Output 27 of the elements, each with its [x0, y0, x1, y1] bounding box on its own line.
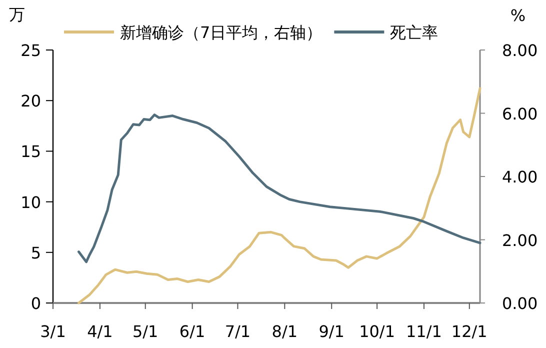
y-tick-label: 15 [20, 142, 41, 162]
x-tick-label: 5/1 [132, 322, 158, 341]
x-tick-label: 7/1 [224, 322, 251, 341]
x-tick-label: 6/1 [179, 322, 206, 341]
y2-tick-label: 0.00 [502, 294, 538, 313]
x-tick-label: 10/1 [359, 322, 396, 341]
x-tick-label: 11/1 [406, 322, 442, 341]
y-tick-label: 0 [30, 294, 41, 313]
y2-tick-label: 8.00 [502, 41, 538, 60]
x-tick-label: 9/1 [318, 322, 344, 341]
legend-label: 死亡率 [390, 23, 438, 42]
y-tick-label: 20 [20, 92, 41, 111]
line-series [77, 114, 482, 264]
legend-label: 新增确诊（7日平均，右轴） [120, 23, 322, 42]
y-axis-title: 万 [9, 5, 25, 24]
x-tick-label: 12/1 [451, 322, 488, 341]
y2-tick-label: 4.00 [502, 168, 538, 186]
y-tick-label: 25 [20, 41, 41, 60]
y-tick-label: 10 [20, 192, 41, 212]
x-tick-label: 8/1 [272, 322, 298, 341]
x-tick-label: 4/1 [87, 322, 113, 341]
x-tick-label: 3/1 [40, 322, 66, 341]
y2-tick-label: 6.00 [502, 104, 538, 124]
y2-tick-label: 2.00 [502, 230, 538, 250]
line-series [77, 87, 482, 304]
y2-axis-title: % [510, 6, 526, 25]
y-tick-label: 5 [30, 243, 41, 262]
